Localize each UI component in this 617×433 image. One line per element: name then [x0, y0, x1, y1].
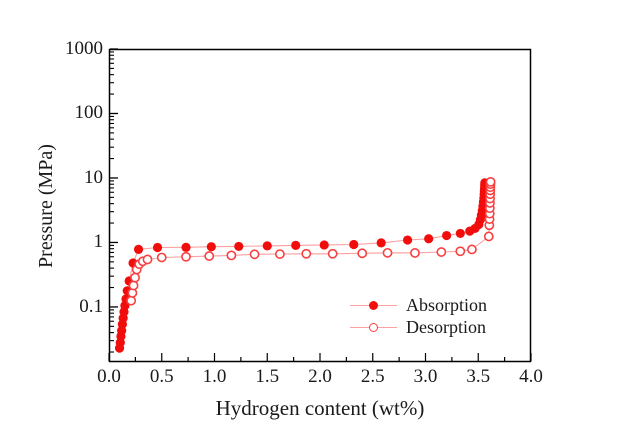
absorption-marker-sample [350, 300, 397, 311]
desorption-data-point [485, 176, 496, 187]
desorption-data-point [467, 244, 477, 255]
x-tick-label: 2.0 [308, 366, 332, 387]
desorption-data-point [301, 248, 312, 259]
x-axis-title: Hydrogen content (wt%) [215, 396, 425, 420]
absorption-data-point [402, 235, 413, 245]
desorption-data-point [142, 254, 153, 265]
y-tick-label: 0.1 [79, 295, 103, 317]
desorption-data-point [249, 249, 260, 260]
legend-item-absorption: Absorption [350, 294, 487, 316]
x-tick-label: 3.5 [466, 366, 491, 387]
legend-label-absorption: Absorption [406, 295, 487, 315]
desorption-data-point [382, 247, 393, 258]
absorption-data-point [424, 234, 434, 244]
y-tick-label: 100 [74, 102, 104, 124]
absorption-data-point [133, 244, 144, 255]
desorption-data-point [128, 280, 139, 291]
absorption-data-point [376, 238, 386, 248]
desorption-data-point [226, 250, 237, 261]
x-tick-label: 1.5 [255, 366, 280, 387]
desorption-data-point [455, 246, 466, 257]
desorption-data-point [483, 231, 494, 242]
absorption-data-point [319, 240, 329, 250]
absorption-data-point [455, 228, 465, 239]
desorption-data-point [156, 252, 167, 263]
absorption-data-point [262, 241, 272, 251]
x-tick-label: 1.0 [202, 366, 227, 387]
desorption-data-point [204, 251, 215, 261]
series-desorption-line [130, 181, 492, 301]
desorption-data-point [436, 247, 447, 257]
x-tick-label: 4.0 [519, 366, 543, 387]
axes-frame [108, 48, 532, 363]
x-tick-label: 2.5 [360, 366, 385, 387]
open-circle-icon [369, 322, 378, 332]
absorption-data-point [181, 242, 191, 252]
desorption-data-point [181, 251, 191, 262]
desorption-marker-sample [350, 322, 397, 333]
absorption-data-point [234, 241, 244, 252]
y-tick-label: 10 [84, 166, 103, 188]
absorption-data-point [206, 242, 216, 252]
x-tick-label: 0.5 [149, 366, 174, 387]
desorption-data-point [126, 295, 137, 306]
desorption-data-point [410, 248, 420, 258]
legend-label-desorption: Desorption [406, 317, 486, 337]
absorption-data-point [291, 240, 301, 251]
legend: Absorption Desorption [350, 294, 487, 338]
filled-circle-icon [369, 300, 378, 310]
absorption-data-point [152, 242, 163, 253]
desorption-data-point [327, 248, 338, 259]
y-tick-label: 1000 [65, 38, 103, 59]
y-tick-label: 1 [93, 231, 104, 253]
x-tick-label: 0.0 [97, 366, 121, 387]
desorption-data-point [130, 272, 140, 283]
y-axis-title: Pressure (MPa) [35, 144, 57, 268]
absorption-data-point [349, 239, 359, 250]
desorption-data-point [275, 249, 285, 259]
x-tick-label: 3.0 [413, 366, 438, 387]
absorption-data-point [442, 230, 452, 241]
desorption-data-point [357, 248, 368, 259]
legend-item-desorption: Desorption [350, 316, 487, 338]
